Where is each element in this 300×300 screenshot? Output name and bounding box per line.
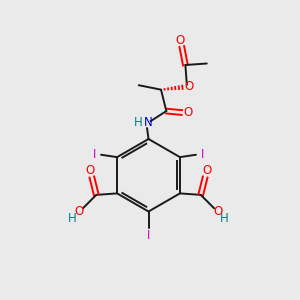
Text: H: H <box>68 212 77 225</box>
Text: O: O <box>176 34 185 46</box>
Text: I: I <box>93 148 96 161</box>
Text: O: O <box>184 80 194 93</box>
Text: I: I <box>201 148 204 161</box>
Text: I: I <box>147 229 150 242</box>
Text: N: N <box>144 116 153 129</box>
Text: O: O <box>184 106 193 119</box>
Text: O: O <box>86 164 95 177</box>
Text: O: O <box>213 205 222 218</box>
Text: O: O <box>202 164 211 177</box>
Text: O: O <box>75 205 84 218</box>
Text: H: H <box>220 212 229 225</box>
Text: H: H <box>134 116 143 129</box>
